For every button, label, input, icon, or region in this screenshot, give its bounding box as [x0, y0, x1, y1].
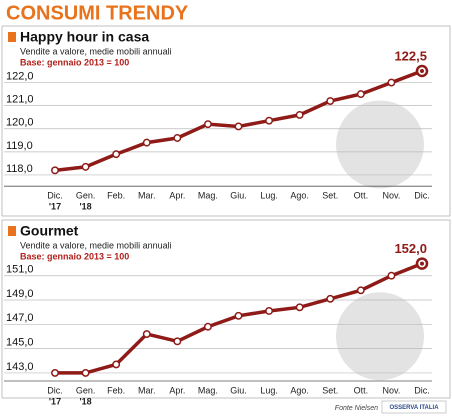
x-tick-label: Dic. [47, 385, 63, 395]
x-tick-label: Giu. [230, 385, 247, 395]
point [326, 294, 335, 303]
x-tick-label: Nov. [382, 385, 400, 395]
point [81, 162, 90, 171]
x-tick-label: Dic. [47, 191, 63, 201]
point [112, 150, 121, 159]
y-tick-label: 143,0 [6, 361, 34, 373]
chart-note: Base: gennaio 2013 = 100 [20, 57, 129, 67]
x-tick-label: Mag. [198, 385, 218, 395]
x-tick-label: Apr. [169, 191, 185, 201]
x-tick-label: Apr. [169, 385, 185, 395]
point [265, 307, 274, 315]
x-tick-label: Mag. [198, 191, 218, 201]
y-tick-label: 145,0 [6, 337, 34, 349]
x-tick-label: Set. [322, 385, 338, 395]
x-tick-label: Ago. [290, 191, 309, 201]
chart-title: Happy hour in casa [20, 29, 149, 45]
point [173, 134, 182, 142]
point [203, 322, 212, 331]
point [142, 138, 151, 147]
logo-box [381, 400, 447, 414]
x-tick-label: Ott. [354, 385, 369, 395]
x-tick-label: Gen. [76, 385, 96, 395]
title-marker [8, 32, 16, 42]
icon-bg [336, 292, 424, 381]
point [51, 368, 59, 377]
y-tick-label: 120,0 [6, 117, 34, 129]
x-tick-label: Mar. [138, 385, 156, 395]
x-tick-label: Mar. [138, 191, 156, 201]
chart-note: Base: gennaio 2013 = 100 [20, 251, 129, 261]
x-tick-year: '18 [80, 396, 92, 406]
icon-bg [336, 100, 424, 189]
point [173, 337, 182, 346]
point [295, 110, 304, 119]
x-tick-label: Set. [322, 191, 338, 201]
point [295, 303, 304, 312]
point [51, 166, 59, 175]
point [387, 271, 396, 280]
y-tick-label: 149,0 [6, 288, 34, 300]
point-center [420, 69, 424, 74]
x-tick-label: Ott. [354, 191, 369, 201]
x-tick-label: Nov. [382, 191, 400, 201]
chart-title: Gourmet [20, 223, 79, 239]
point [387, 78, 396, 87]
point-center [420, 261, 424, 266]
point [112, 360, 121, 369]
y-tick-label: 119,0 [6, 140, 33, 152]
point [142, 330, 151, 338]
logo: OSSERVA ITALIA [389, 405, 439, 411]
chart-subtitle: Vendite a valore, medie mobili annuali [20, 46, 172, 56]
x-tick-label: Feb. [107, 385, 125, 395]
x-tick-label: Lug. [260, 385, 278, 395]
title-marker [8, 226, 16, 236]
point [356, 286, 365, 295]
x-tick-label: Dic. [414, 385, 430, 395]
value-label: 152,0 [394, 241, 427, 256]
x-tick-year: '17 [49, 202, 61, 212]
x-tick-year: '18 [80, 202, 92, 212]
y-tick-label: 147,0 [6, 312, 34, 324]
source: Fonte Nielsen [335, 405, 378, 412]
value-label: 122,5 [394, 48, 427, 63]
x-tick-label: Feb. [107, 191, 125, 201]
x-tick-year: '17 [49, 396, 61, 406]
y-tick-label: 121,0 [6, 94, 34, 106]
point [356, 90, 365, 99]
chart-subtitle: Vendite a valore, medie mobili annuali [20, 240, 172, 250]
point [234, 122, 243, 131]
y-tick-label: 118,0 [6, 163, 33, 175]
x-tick-label: Dic. [414, 191, 430, 201]
x-tick-label: Lug. [260, 191, 278, 201]
y-tick-label: 151,0 [6, 264, 34, 276]
x-tick-label: Gen. [76, 191, 96, 201]
point [203, 120, 212, 129]
point [81, 368, 90, 377]
main-title: CONSUMI TRENDY [6, 2, 189, 24]
x-tick-label: Ago. [290, 385, 309, 395]
point [326, 97, 335, 105]
y-tick-label: 122,0 [6, 70, 34, 82]
x-tick-label: Giu. [230, 191, 247, 201]
point [265, 116, 274, 125]
point [234, 311, 243, 320]
